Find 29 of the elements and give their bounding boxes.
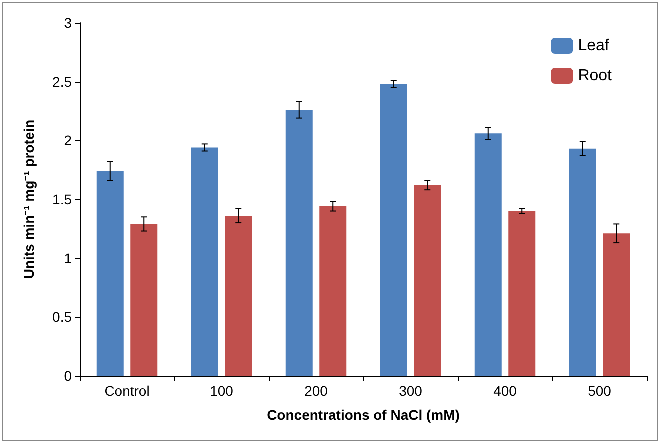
legend-label: Leaf <box>578 38 610 54</box>
bar <box>380 84 408 376</box>
y-tick-label: 0.5 <box>52 309 72 326</box>
legend-label: Root <box>578 68 613 84</box>
x-tick-label: 200 <box>304 383 328 399</box>
y-tick-label: 2.5 <box>52 74 72 90</box>
x-tick-label: 400 <box>494 383 518 399</box>
bar <box>603 234 630 376</box>
bar <box>320 206 347 376</box>
bar <box>414 185 442 376</box>
bar <box>130 224 158 376</box>
y-axis-title: Units min⁻¹ mg⁻¹ protein <box>21 120 37 280</box>
bar <box>225 216 252 376</box>
bar <box>569 148 596 376</box>
y-tick-label: 2 <box>64 132 72 149</box>
x-tick-label: 500 <box>588 383 612 399</box>
y-tick-label: 3 <box>64 15 72 31</box>
y-tick-label: 1.5 <box>52 192 72 208</box>
y-tick-label: 1 <box>64 250 72 266</box>
bar <box>286 110 313 376</box>
x-tick-label: 300 <box>399 383 423 399</box>
bar <box>96 171 124 376</box>
y-tick-label: 0 <box>64 368 72 384</box>
bar <box>474 134 502 376</box>
x-axis-title: Concentrations of NaCl (mM) <box>267 407 460 423</box>
x-tick-label: Control <box>104 383 150 399</box>
bar <box>191 148 218 376</box>
x-tick-label: 100 <box>210 383 234 399</box>
bar <box>508 211 536 376</box>
